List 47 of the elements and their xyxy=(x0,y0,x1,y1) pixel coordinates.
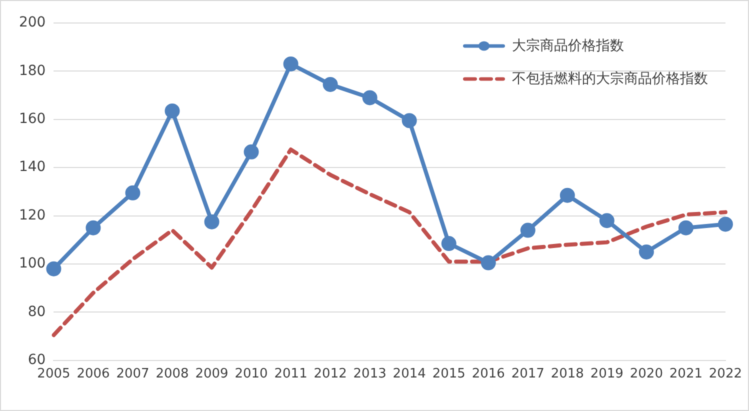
x-tick-label: 2014 xyxy=(392,366,426,382)
point xyxy=(480,255,496,270)
point xyxy=(46,261,62,276)
point xyxy=(283,56,298,72)
legend-label: 不包括燃料的大宗商品价格指数 xyxy=(512,70,708,88)
y-tick-label: 100 xyxy=(18,256,46,272)
point xyxy=(322,76,338,92)
x-tick-label: 2015 xyxy=(432,366,466,382)
point xyxy=(441,236,456,252)
point xyxy=(599,213,614,228)
point xyxy=(402,113,417,128)
y-tick-label: 140 xyxy=(18,159,46,176)
point xyxy=(718,216,733,232)
x-tick-label: 2018 xyxy=(550,366,584,382)
point xyxy=(125,185,140,200)
x-tick-label: 2021 xyxy=(669,366,702,382)
y-tick-label: 120 xyxy=(18,207,46,224)
legend-label: 大宗商品价格指数 xyxy=(512,36,624,54)
x-tick-label: 2010 xyxy=(234,366,268,382)
x-tick-label: 2008 xyxy=(156,366,189,382)
x-tick-label: 2013 xyxy=(353,366,386,382)
point xyxy=(638,244,654,260)
x-tick-label: 2019 xyxy=(590,366,624,382)
x-tick-label: 2011 xyxy=(274,366,308,382)
x-tick-label: 2017 xyxy=(511,366,544,382)
x-tick-label: 2016 xyxy=(472,366,505,382)
y-tick-label: 80 xyxy=(28,304,46,320)
y-tick-label: 180 xyxy=(18,62,46,79)
x-tick-label: 2009 xyxy=(195,366,228,382)
point xyxy=(362,90,378,106)
point xyxy=(86,220,101,236)
point xyxy=(244,144,259,160)
x-tick-label: 2007 xyxy=(116,366,150,382)
point xyxy=(678,220,694,236)
point xyxy=(520,222,536,238)
x-tick-label: 2022 xyxy=(708,366,742,382)
y-tick-label: 60 xyxy=(28,352,46,368)
x-tick-label: 2012 xyxy=(314,366,347,382)
y-tick-label: 160 xyxy=(18,111,46,128)
point xyxy=(204,214,220,230)
point xyxy=(164,103,180,118)
x-tick-label: 2005 xyxy=(37,366,70,382)
point xyxy=(560,188,575,203)
x-tick-label: 2020 xyxy=(630,366,663,382)
x-tick-label: 2006 xyxy=(76,366,110,382)
y-tick-label: 200 xyxy=(18,14,46,31)
line-series xyxy=(52,148,728,338)
